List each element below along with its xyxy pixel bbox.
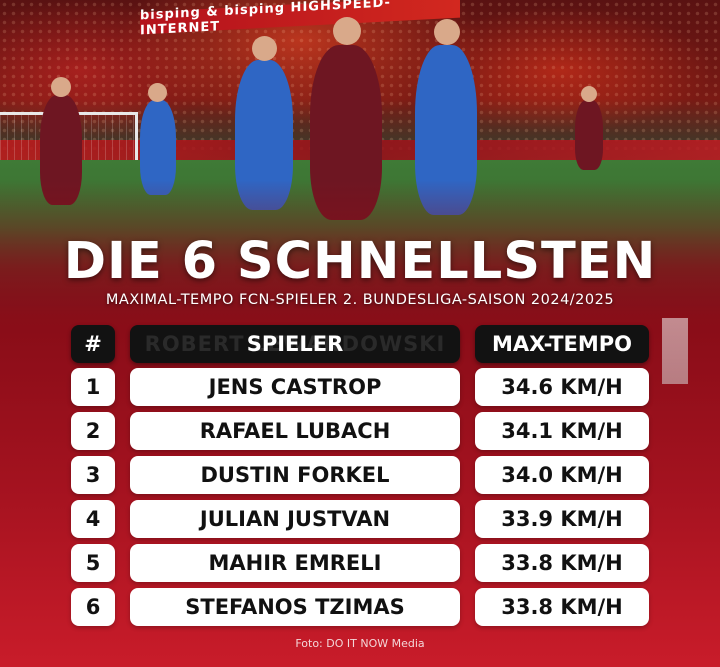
column-header-speed: MAX-TEMPO (475, 325, 649, 363)
player-name-cell: DUSTIN FORKEL (130, 456, 460, 494)
player-name-cell: RAFAEL LUBACH (130, 412, 460, 450)
table-row: 5 MAHIR EMRELI 33.8 KM/H (0, 544, 720, 582)
column-header-rank: # (71, 325, 115, 363)
player-name-cell: JENS CASTROP (130, 368, 460, 406)
header-ghost-text: ROBERT LEWANDOWSKI (144, 332, 446, 356)
table-row: 4 JULIAN JUSTVAN 33.9 KM/H (0, 500, 720, 538)
sideline-sign (662, 318, 688, 384)
table-row: 1 JENS CASTROP 34.6 KM/H (0, 368, 720, 406)
player-name-cell: MAHIR EMRELI (130, 544, 460, 582)
rank-cell: 4 (71, 500, 115, 538)
speed-cell: 33.8 KM/H (475, 588, 649, 626)
speed-cell: 34.0 KM/H (475, 456, 649, 494)
photo-credit: Foto: DO IT NOW Media (295, 637, 425, 650)
page-subtitle: MAXIMAL-TEMPO FCN-SPIELER 2. BUNDESLIGA-… (105, 292, 615, 308)
speed-cell: 33.8 KM/H (475, 544, 649, 582)
table-row: 6 STEFANOS TZIMAS 33.8 KM/H (0, 588, 720, 626)
page-title: DIE 6 SCHNELLSTEN (63, 232, 657, 291)
rank-cell: 2 (71, 412, 115, 450)
rank-cell: 5 (71, 544, 115, 582)
speed-cell: 33.9 KM/H (475, 500, 649, 538)
player-figure (575, 86, 603, 170)
player-figure (140, 83, 176, 195)
speed-cell: 34.6 KM/H (475, 368, 649, 406)
speed-cell: 34.1 KM/H (475, 412, 649, 450)
player-name-cell: JULIAN JUSTVAN (130, 500, 460, 538)
player-name-cell: STEFANOS TZIMAS (130, 588, 460, 626)
rank-cell: 1 (71, 368, 115, 406)
photo-fade (0, 180, 720, 340)
table-row: 2 RAFAEL LUBACH 34.1 KM/H (0, 412, 720, 450)
column-header-player-label: SPIELER (246, 332, 344, 356)
rank-cell: 3 (71, 456, 115, 494)
rank-cell: 6 (71, 588, 115, 626)
table-row: 3 DUSTIN FORKEL 34.0 KM/H (0, 456, 720, 494)
column-header-player: ROBERT LEWANDOWSKI SPIELER (130, 325, 460, 363)
